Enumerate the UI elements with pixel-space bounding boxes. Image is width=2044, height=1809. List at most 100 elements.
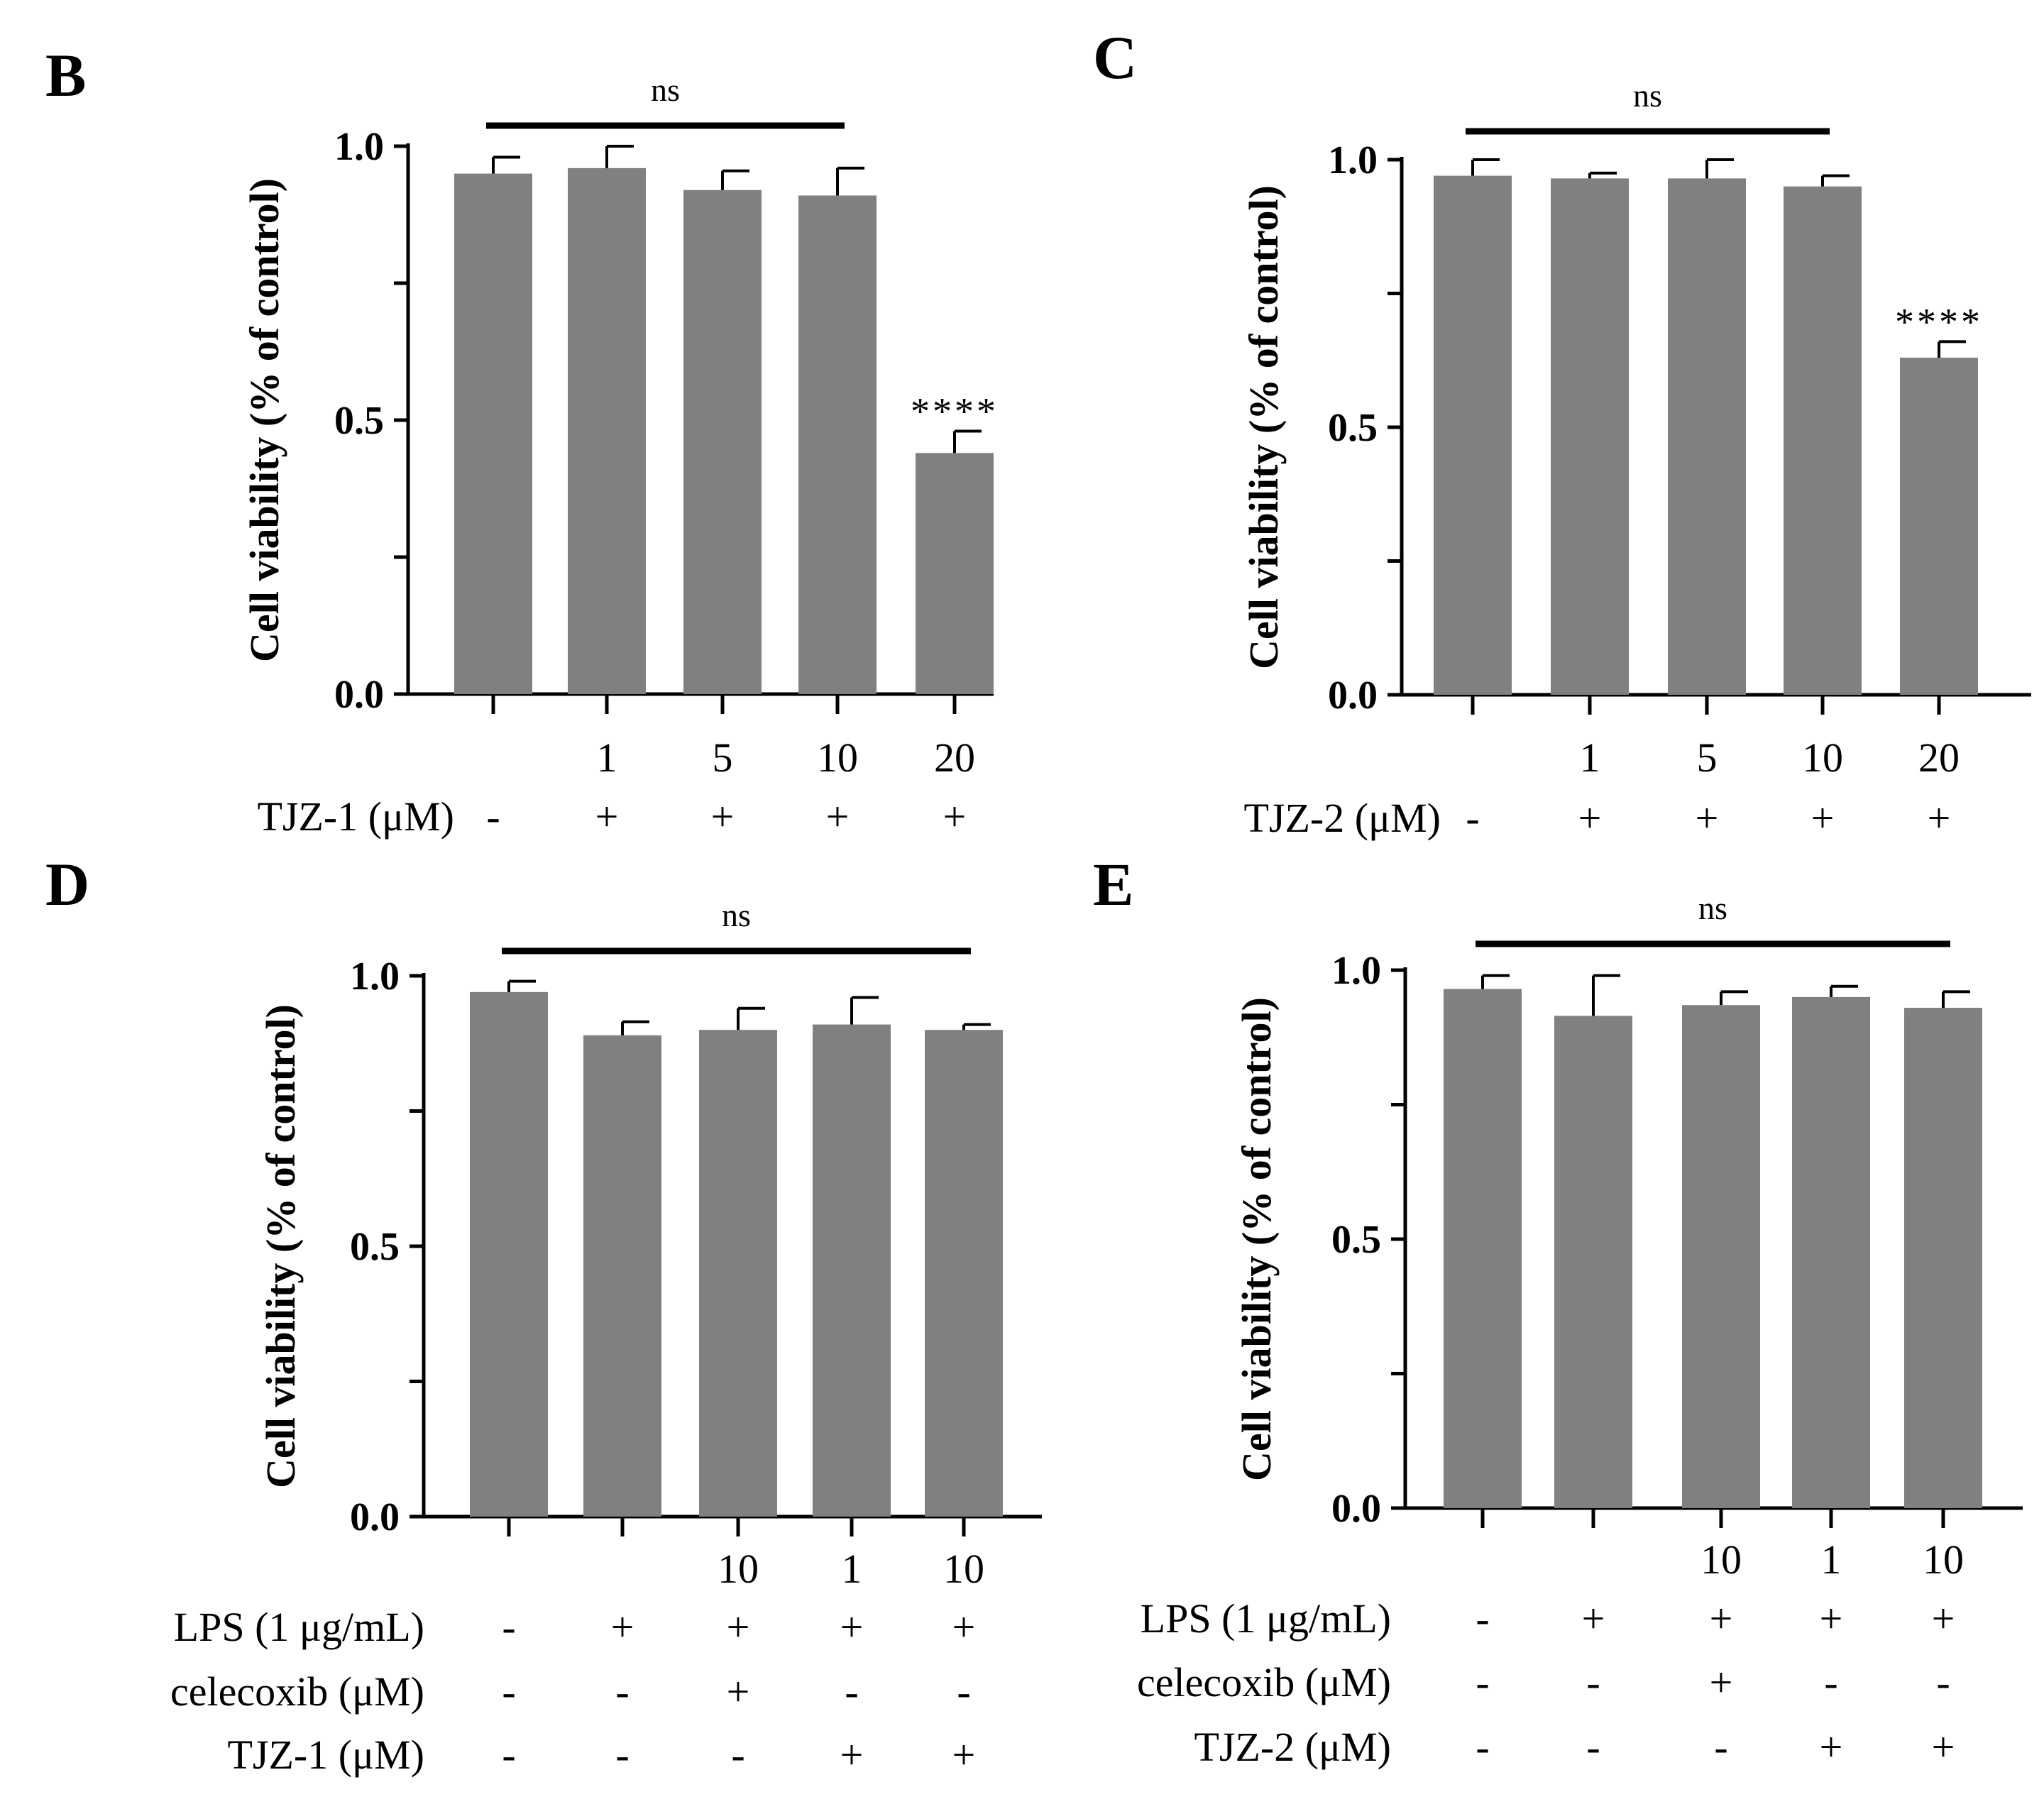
condition-mark: + <box>1710 1595 1733 1642</box>
condition-mark: - <box>502 1732 515 1778</box>
category-label: 1 <box>842 1546 862 1592</box>
condition-mark: - <box>1476 1659 1489 1705</box>
bar <box>1551 178 1629 695</box>
condition-mark: + <box>1932 1724 1955 1770</box>
significance-stars: **** <box>1895 300 1983 343</box>
condition-mark: + <box>943 793 967 840</box>
bar <box>1792 996 1870 1508</box>
category-label: 1 <box>1821 1536 1842 1583</box>
condition-mark: - <box>1586 1659 1600 1705</box>
significance-label: ns <box>1633 77 1662 114</box>
panel-b: B Cell viability (% of control) 0.0 0.5 1.0 1… <box>45 41 999 840</box>
y-tick-label: 1.0 <box>1331 949 1381 993</box>
condition-mark: - <box>1714 1724 1727 1770</box>
condition-mark: + <box>1820 1724 1843 1770</box>
bar <box>454 173 532 695</box>
y-axis-label: Cell viability (% of control) <box>1233 997 1280 1481</box>
panel-letter: D <box>45 850 89 918</box>
y-axis-label: Cell viability (% of control) <box>1241 185 1287 669</box>
y-axis-label: Cell viability (% of control) <box>241 178 287 662</box>
condition-mark: + <box>1696 795 1719 841</box>
category-label: 20 <box>1918 735 1960 781</box>
significance-label: ns <box>722 897 751 933</box>
condition-mark: - <box>1586 1724 1600 1770</box>
bar <box>1682 1005 1760 1508</box>
condition-label: celecoxib (μM) <box>170 1668 424 1715</box>
y-tick-label: 1.0 <box>1328 138 1378 182</box>
significance-label: ns <box>651 72 680 108</box>
condition-mark: - <box>1824 1659 1837 1705</box>
condition-mark: + <box>727 1668 750 1715</box>
category-label: 10 <box>943 1546 984 1592</box>
y-tick-label: 0.0 <box>1328 673 1378 717</box>
condition-mark: + <box>840 1604 864 1650</box>
panel-d: D Cell viability (% of control) 0.0 0.5 1.0 1… <box>45 850 1042 1778</box>
condition-mark: + <box>952 1732 976 1778</box>
condition-mark: - <box>1476 1595 1489 1642</box>
condition-mark: + <box>595 793 619 840</box>
bar <box>683 189 762 694</box>
condition-mark: + <box>1932 1595 1955 1642</box>
condition-mark: + <box>727 1604 750 1650</box>
condition-mark: - <box>1936 1659 1950 1705</box>
category-label: 10 <box>1700 1536 1742 1583</box>
condition-label: celecoxib (μM) <box>1137 1659 1391 1705</box>
y-tick-label: 1.0 <box>350 955 400 999</box>
bar <box>1434 175 1512 695</box>
condition-label: TJZ-1 (μM) <box>227 1732 424 1778</box>
condition-label: TJZ-1 (μM) <box>257 793 454 840</box>
bar <box>1554 1016 1632 1508</box>
condition-mark: + <box>952 1604 976 1650</box>
condition-mark: - <box>845 1668 858 1715</box>
bar <box>1784 186 1862 695</box>
y-tick-label: 0.0 <box>334 673 384 717</box>
y-tick-label: 0.5 <box>1331 1218 1381 1262</box>
condition-mark: - <box>615 1732 629 1778</box>
condition-mark: - <box>731 1732 744 1778</box>
category-label: 20 <box>934 735 975 781</box>
condition-mark: + <box>711 793 735 840</box>
bar <box>798 195 877 695</box>
significance-stars: **** <box>911 390 999 432</box>
condition-mark: + <box>1811 795 1835 841</box>
bar <box>583 1035 661 1517</box>
panel-letter: E <box>1093 850 1133 918</box>
condition-mark: + <box>840 1732 864 1778</box>
bar <box>568 167 646 694</box>
condition-label: LPS (1 μg/mL) <box>1141 1595 1391 1642</box>
bar <box>916 453 994 694</box>
condition-label: LPS (1 μg/mL) <box>174 1604 424 1650</box>
condition-mark: - <box>502 1604 515 1650</box>
condition-label: TJZ-2 (μM) <box>1194 1724 1391 1770</box>
y-tick-label: 0.5 <box>350 1225 400 1269</box>
panel-letter: B <box>45 41 86 109</box>
category-label: 5 <box>713 735 733 781</box>
panel-letter: C <box>1093 23 1137 92</box>
condition-mark: + <box>1582 1595 1605 1642</box>
condition-mark: + <box>1710 1659 1733 1705</box>
y-tick-label: 0.5 <box>1328 406 1378 450</box>
condition-mark: - <box>1466 795 1479 841</box>
condition-mark: - <box>957 1668 970 1715</box>
condition-mark: + <box>611 1604 634 1650</box>
panel-e: E Cell viability (% of control) 0.0 0.5 1.0 1… <box>1093 850 2023 1770</box>
panel-c: C Cell viability (% of control) 0.0 0.5 1.0 1… <box>1093 23 2031 841</box>
condition-mark: + <box>1928 795 1951 841</box>
bar <box>1900 357 1978 695</box>
bar <box>813 1024 891 1517</box>
y-axis-label: Cell viability (% of control) <box>258 1004 304 1488</box>
condition-mark: + <box>1820 1595 1843 1642</box>
y-tick-label: 0.0 <box>350 1495 400 1539</box>
category-label: 10 <box>1923 1536 1964 1583</box>
bar <box>925 1030 1003 1517</box>
y-tick-label: 0.5 <box>334 399 384 443</box>
condition-mark: - <box>502 1668 515 1715</box>
condition-mark: + <box>1578 795 1602 841</box>
category-label: 5 <box>1697 735 1718 781</box>
condition-mark: - <box>486 793 500 840</box>
condition-mark: - <box>1476 1724 1489 1770</box>
bar <box>1444 989 1522 1508</box>
bar <box>470 991 548 1517</box>
condition-mark: - <box>615 1668 629 1715</box>
